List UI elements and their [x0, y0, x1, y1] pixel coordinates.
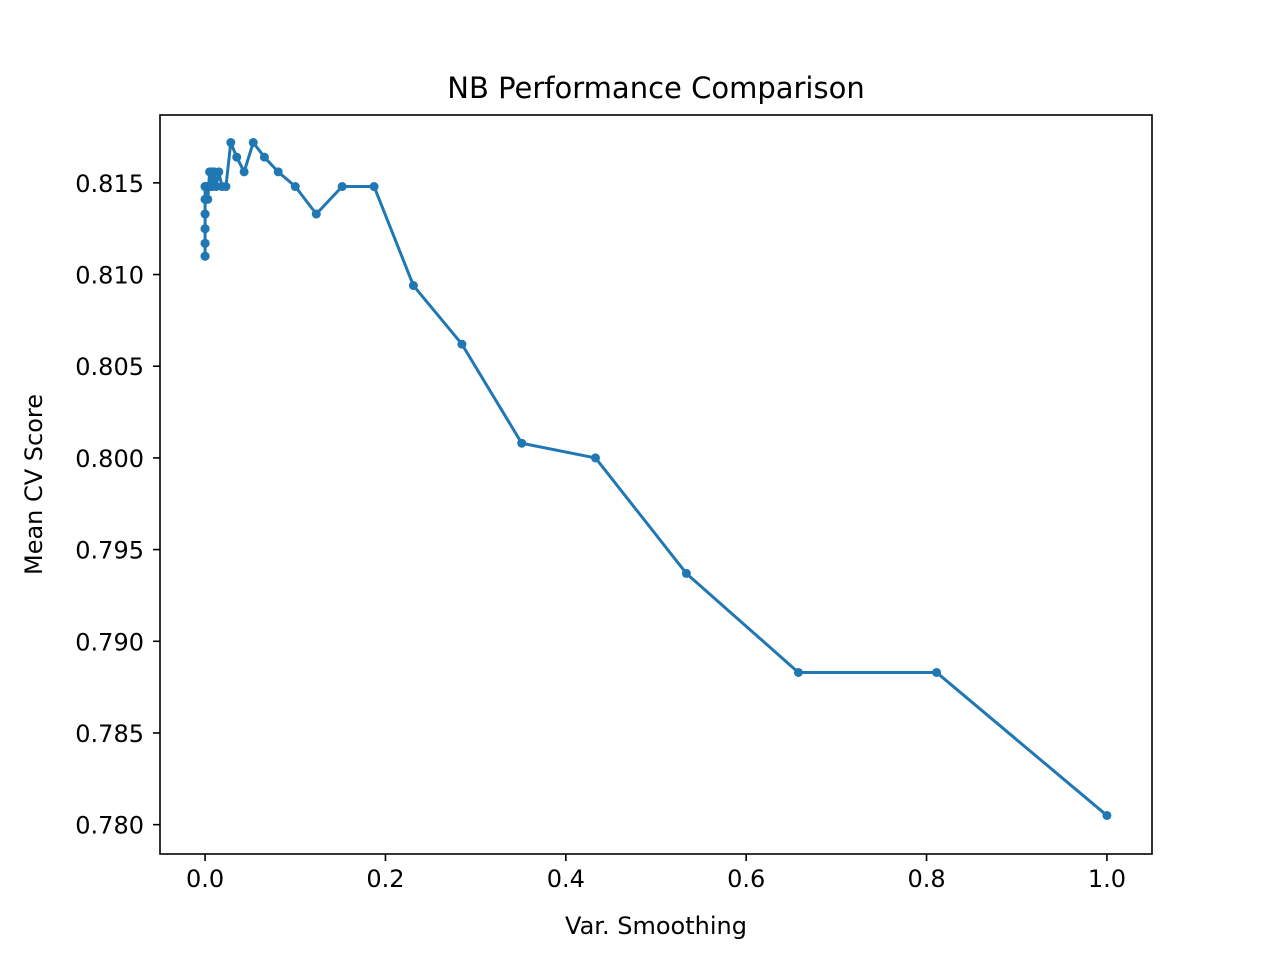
x-tick-label: 1.0	[1088, 865, 1126, 893]
chart-title: NB Performance Comparison	[447, 71, 864, 105]
data-point-marker	[369, 182, 379, 192]
data-point-marker	[517, 438, 527, 448]
x-tick-label: 0.8	[907, 865, 945, 893]
y-tick-label: 0.800	[75, 445, 144, 473]
data-point-marker	[200, 209, 210, 219]
data-point-marker	[408, 281, 418, 291]
data-point-marker	[214, 167, 224, 177]
y-tick-label: 0.805	[75, 353, 144, 381]
data-point-marker	[1102, 810, 1112, 820]
y-tick-label: 0.780	[75, 812, 144, 840]
data-point-marker	[226, 138, 236, 148]
x-axis-ticks: 0.0 0.2 0.4 0.6 0.8 1.0	[186, 854, 1126, 893]
data-point-marker	[239, 167, 249, 177]
data-point-marker	[290, 182, 300, 192]
data-point-marker	[248, 138, 258, 148]
data-point-marker	[259, 152, 269, 162]
y-tick-label: 0.790	[75, 628, 144, 656]
data-point-marker	[200, 238, 210, 248]
x-tick-label: 0.4	[547, 865, 585, 893]
series-group	[200, 138, 1112, 820]
data-point-marker	[311, 209, 321, 219]
data-point-marker	[203, 194, 213, 204]
data-point-marker	[221, 182, 231, 192]
data-point-marker	[337, 182, 347, 192]
y-axis-ticks: 0.780 0.785 0.790 0.795 0.800 0.805 0.810 0.815	[75, 170, 160, 840]
data-point-marker	[200, 251, 210, 261]
y-tick-label: 0.815	[75, 170, 144, 198]
data-point-marker	[232, 152, 242, 162]
data-point-marker	[590, 453, 600, 463]
data-point-marker	[457, 339, 467, 349]
data-point-marker	[681, 568, 691, 578]
y-tick-label: 0.810	[75, 262, 144, 290]
data-point-marker	[273, 167, 283, 177]
axes-frame	[159, 114, 1153, 855]
x-tick-label: 0.6	[727, 865, 765, 893]
x-tick-label: 0.0	[186, 865, 224, 893]
x-axis-label: Var. Smoothing	[565, 912, 747, 940]
data-point-marker	[793, 667, 803, 677]
data-point-marker	[932, 667, 942, 677]
x-tick-label: 0.2	[366, 865, 404, 893]
y-tick-label: 0.785	[75, 720, 144, 748]
y-axis-label: Mean CV Score	[20, 394, 48, 575]
y-tick-label: 0.795	[75, 537, 144, 565]
plot-area: 0.0 0.2 0.4 0.6 0.8 1.0 0.7800.7850.7900.7950…	[75, 114, 1153, 893]
data-point-marker	[200, 224, 210, 234]
